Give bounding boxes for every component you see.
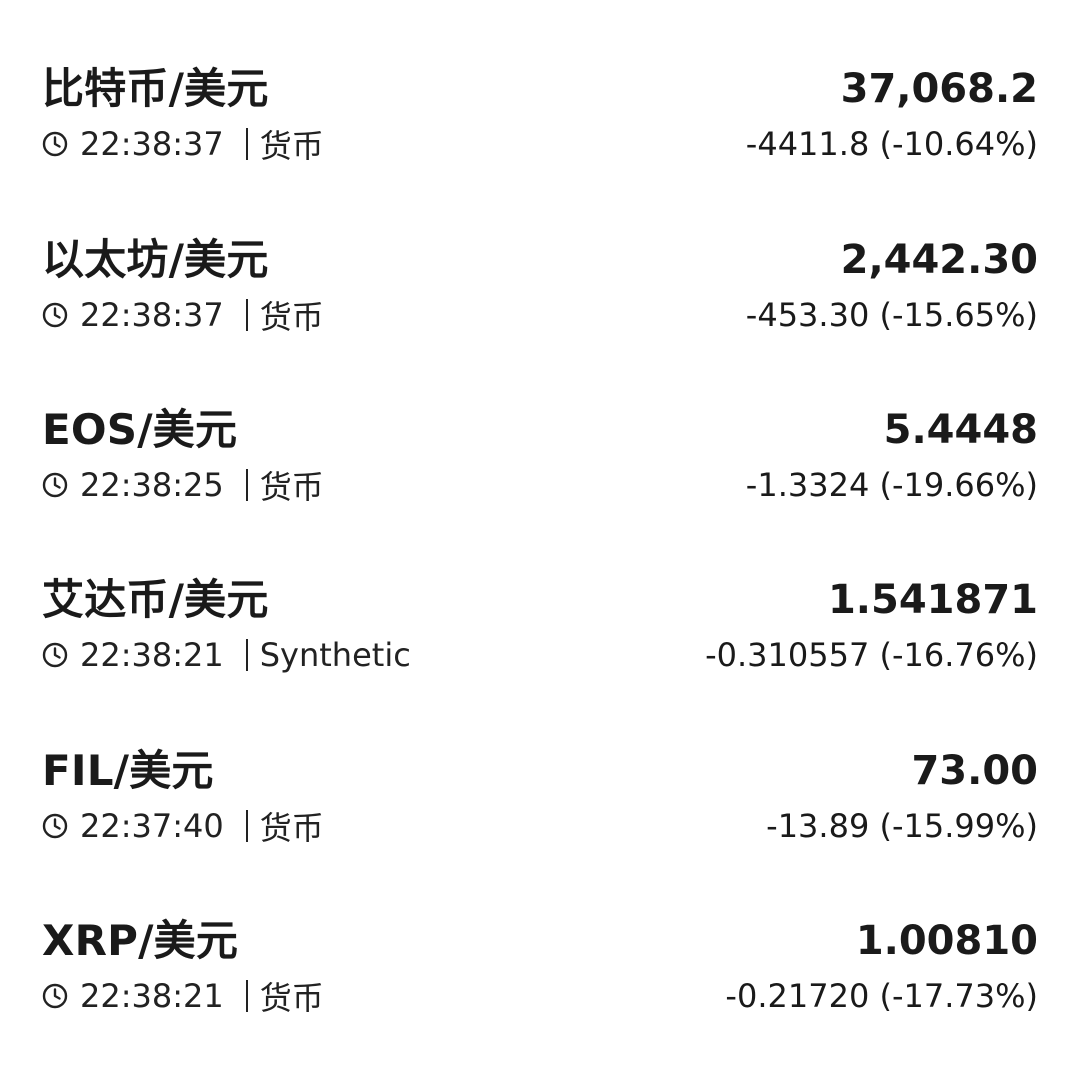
- quote-time: 22:37:40: [80, 807, 224, 845]
- quote-change: -0.310557 (-16.76%): [705, 636, 1038, 674]
- quote-price: 1.00810: [855, 918, 1038, 964]
- clock-icon: [42, 302, 68, 328]
- quote-time: 22:38:37: [80, 125, 224, 163]
- clock-icon: [42, 983, 68, 1009]
- separator: [245, 639, 248, 671]
- quote-meta: 22:38:21 Synthetic: [42, 633, 411, 677]
- quote-change: -13.89 (-15.99%): [766, 807, 1038, 845]
- quote-price: 73.00: [911, 748, 1038, 794]
- quote-name: 艾达币/美元: [42, 575, 269, 624]
- quote-list: 比特币/美元 37,068.2 22:38:37 货币 -4411.8 (-10…: [0, 60, 1080, 1017]
- separator: [245, 299, 248, 331]
- quote-market: 货币: [259, 298, 324, 336]
- quote-name: FIL/美元: [42, 746, 214, 795]
- clock-icon: [42, 642, 68, 668]
- quote-time: 22:38:37: [80, 296, 224, 334]
- quote-time: 22:38:21: [80, 977, 224, 1015]
- quote-row-ada[interactable]: 艾达币/美元 1.541871 22:38:21 Synthetic -0.31…: [0, 571, 1080, 741]
- quote-name: XRP/美元: [42, 916, 239, 965]
- quote-meta: 22:37:40 货币: [42, 804, 324, 848]
- quote-change: -0.21720 (-17.73%): [725, 977, 1038, 1015]
- quote-name: EOS/美元: [42, 405, 238, 454]
- quote-price: 1.541871: [827, 577, 1038, 623]
- quote-row-fil[interactable]: FIL/美元 73.00 22:37:40 货币 -13.89 (-15.99%…: [0, 742, 1080, 912]
- quote-row-btc[interactable]: 比特币/美元 37,068.2 22:38:37 货币 -4411.8 (-10…: [0, 60, 1080, 230]
- quote-row-xrp[interactable]: XRP/美元 1.00810 22:38:21 货币 -0.21720 (-17…: [0, 912, 1080, 1082]
- quote-time: 22:38:25: [80, 466, 224, 504]
- quote-market: 货币: [259, 809, 324, 847]
- quote-price: 2,442.30: [840, 237, 1038, 283]
- quote-change: -453.30 (-15.65%): [745, 296, 1038, 334]
- quote-price: 5.4448: [883, 407, 1038, 453]
- quote-meta: 22:38:21 货币: [42, 974, 324, 1018]
- separator: [245, 810, 248, 842]
- quote-meta: 22:38:25 货币: [42, 463, 324, 507]
- quote-name: 比特币/美元: [42, 64, 269, 113]
- quote-market: 货币: [259, 979, 324, 1017]
- quote-market: 货币: [259, 468, 324, 506]
- quote-market: Synthetic: [259, 636, 411, 674]
- clock-icon: [42, 813, 68, 839]
- quote-meta: 22:38:37 货币: [42, 122, 324, 166]
- separator: [245, 980, 248, 1012]
- clock-icon: [42, 472, 68, 498]
- quote-meta: 22:38:37 货币: [42, 293, 324, 337]
- separator: [245, 469, 248, 501]
- quote-row-eth[interactable]: 以太坊/美元 2,442.30 22:38:37 货币 -453.30 (-15…: [0, 231, 1080, 401]
- quote-market: 货币: [259, 127, 324, 165]
- quote-time: 22:38:21: [80, 636, 224, 674]
- quote-name: 以太坊/美元: [42, 235, 269, 284]
- clock-icon: [42, 131, 68, 157]
- quote-row-eos[interactable]: EOS/美元 5.4448 22:38:25 货币 -1.3324 (-19.6…: [0, 401, 1080, 571]
- separator: [245, 128, 248, 160]
- quote-price: 37,068.2: [840, 66, 1038, 112]
- quote-change: -1.3324 (-19.66%): [745, 466, 1038, 504]
- quote-change: -4411.8 (-10.64%): [745, 125, 1038, 163]
